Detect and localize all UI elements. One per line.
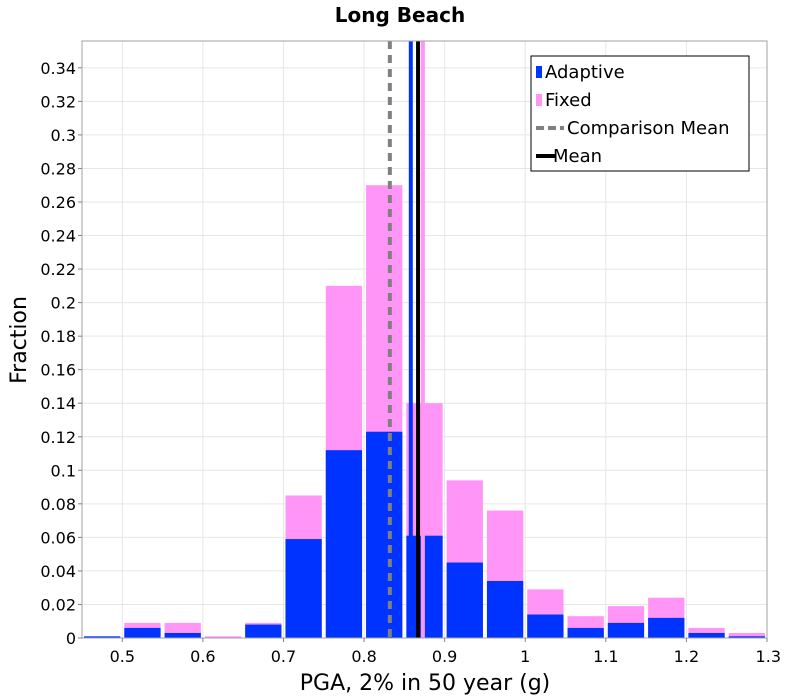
fixed-bar	[728, 632, 765, 638]
y-tick-label: 0.1	[51, 461, 76, 480]
adaptive-bar	[688, 632, 725, 638]
y-tick-label: 0	[66, 629, 76, 648]
adaptive-bar	[84, 636, 121, 638]
y-tick-label: 0.04	[40, 562, 76, 581]
plot-frame	[81, 40, 768, 639]
legend-box	[530, 55, 750, 172]
y-tick-label: 0.02	[40, 595, 76, 614]
x-tick-label: 0.5	[110, 647, 135, 666]
y-tick-label: 0.28	[40, 159, 76, 178]
x-tick-label: 1.3	[756, 647, 781, 666]
y-axis-ticks: 0 0.02 0.04 0.06 0.08 0.1 0.12 0.14 0.16 0.18 0.2 0…	[40, 59, 82, 648]
y-axis-label: Fraction	[7, 296, 32, 384]
adaptive-bar	[285, 539, 322, 638]
y-tick-label: 0.14	[40, 394, 76, 413]
y-tick-label: 0.34	[40, 59, 76, 78]
x-tick-label: 1.1	[593, 647, 618, 666]
fixed-bar	[204, 636, 242, 638]
y-tick-label: 0.22	[40, 260, 76, 279]
adaptive-bar	[567, 627, 604, 638]
x-tick-label: 1.2	[674, 647, 699, 666]
legend-label: Comparison Mean	[567, 118, 730, 139]
y-tick-label: 0.08	[40, 495, 76, 514]
x-tick-label: 1	[520, 647, 530, 666]
y-tick-label: 0.24	[40, 227, 76, 246]
y-tick-label: 0.16	[40, 361, 76, 380]
adaptive-bar	[325, 450, 363, 638]
y-tick-label: 0.12	[40, 428, 76, 447]
x-axis-label: PGA, 2% in 50 year (g)	[300, 671, 551, 696]
y-tick-label: 0.3	[51, 126, 76, 145]
legend-label: Mean	[553, 146, 602, 167]
adaptive-bar	[366, 431, 403, 638]
legend-swatch	[536, 94, 542, 106]
legend-label: Fixed	[545, 90, 592, 111]
x-tick-label: 0.9	[432, 647, 457, 666]
adaptive-bar	[527, 614, 564, 638]
adaptive-bar	[245, 624, 282, 638]
y-tick-label: 0.18	[40, 327, 76, 346]
x-axis-ticks: 0.5 0.6 0.7 0.8 0.9 1 1.1 1.2 1.3	[110, 638, 781, 666]
y-tick-label: 0.26	[40, 193, 76, 212]
legend-swatch	[536, 66, 542, 78]
adaptive-bar	[164, 632, 201, 638]
y-tick-label: 0.2	[51, 294, 76, 313]
adaptive-bar	[607, 622, 645, 638]
adaptive-bar	[486, 580, 524, 638]
x-tick-label: 0.6	[190, 647, 215, 666]
y-tick-label: 0.06	[40, 528, 76, 547]
adaptive-bar	[728, 636, 765, 638]
reference-lines	[387, 41, 425, 638]
adaptive-bar	[648, 617, 685, 638]
legend-label: Adaptive	[545, 62, 625, 83]
adaptive-bar	[446, 562, 483, 638]
legend: Adaptive Fixed Comparison Mean Mean	[530, 55, 750, 172]
chart-title: Long Beach	[335, 3, 465, 27]
adaptive-bar	[124, 627, 161, 638]
x-tick-label: 0.8	[351, 647, 376, 666]
x-tick-label: 0.7	[271, 647, 296, 666]
y-tick-label: 0.32	[40, 92, 76, 111]
